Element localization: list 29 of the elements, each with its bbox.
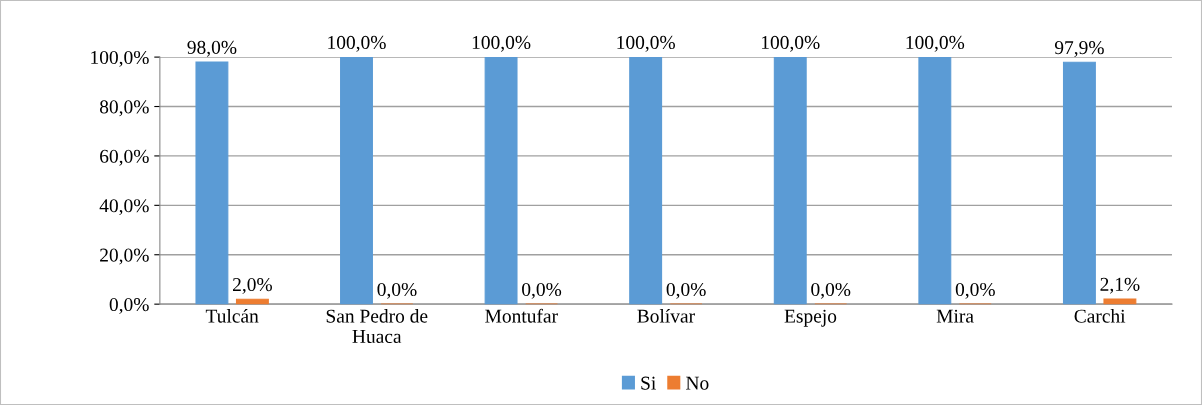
x-tick-label: San Pedro de Huaca bbox=[326, 309, 428, 344]
x-tick-label: Mira bbox=[936, 309, 974, 323]
data-label: 98,0% bbox=[187, 40, 237, 57]
data-label: 100,0% bbox=[761, 35, 820, 52]
legend-label: Si bbox=[641, 376, 656, 390]
data-label: 0,0% bbox=[955, 282, 995, 299]
data-label: 97,9% bbox=[1054, 41, 1104, 57]
y-tick-label: 0,0% bbox=[109, 297, 149, 314]
data-label: 100,0% bbox=[617, 35, 675, 52]
y-tick-label: 100,0% bbox=[91, 50, 149, 67]
x-tick-label: Espejo bbox=[784, 309, 837, 327]
data-label: 0,0% bbox=[377, 282, 417, 299]
x-tick-label: Carchi bbox=[1074, 309, 1126, 323]
data-label: 0,0% bbox=[522, 282, 562, 299]
data-label: 100,0% bbox=[328, 35, 386, 52]
data-label: 2,1% bbox=[1100, 277, 1140, 294]
y-tick-label: 40,0% bbox=[99, 199, 149, 216]
y-tick-label: 60,0% bbox=[100, 149, 149, 166]
data-label: 100,0% bbox=[906, 35, 965, 52]
data-label: 0,0% bbox=[811, 282, 851, 299]
x-tick-label: Montufar bbox=[485, 308, 558, 323]
x-tick-label: Tulcán bbox=[205, 308, 259, 323]
data-label: 2,0% bbox=[233, 277, 272, 294]
x-tick-label: Bolívar bbox=[637, 308, 695, 323]
data-label: 0,0% bbox=[666, 282, 706, 299]
legend-label: No bbox=[686, 376, 709, 390]
y-tick-label: 80,0% bbox=[99, 100, 149, 117]
data-label: 100,0% bbox=[472, 35, 531, 52]
y-tick-label: 20,0% bbox=[100, 248, 149, 265]
